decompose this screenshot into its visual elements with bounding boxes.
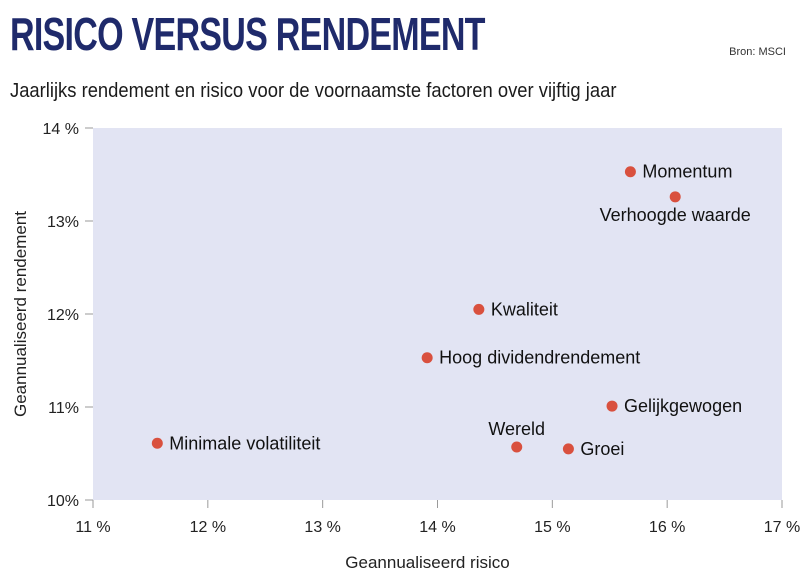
x-axis: 11 % 12 % 13 % 14 % 15 % 16 % 17 % bbox=[75, 500, 800, 536]
data-point-label: Gelijkgewogen bbox=[624, 396, 742, 416]
data-point-label: Minimale volatiliteit bbox=[169, 433, 320, 453]
y-tick-label: 13% bbox=[47, 214, 79, 231]
data-point bbox=[421, 352, 433, 364]
chart-subtitle: Jaarlijks rendement en risico voor de vo… bbox=[10, 80, 617, 102]
x-tick-label: 14 % bbox=[419, 519, 455, 536]
data-point-label: Hoog dividendrendement bbox=[439, 348, 640, 368]
data-point bbox=[669, 191, 681, 203]
x-tick-label: 13 % bbox=[304, 519, 340, 536]
data-point-label: Wereld bbox=[488, 419, 545, 439]
data-point-label: Momentum bbox=[642, 162, 732, 182]
source-note: Bron: MSCI bbox=[729, 46, 786, 58]
data-point bbox=[606, 400, 618, 412]
x-tick-label: 11 % bbox=[75, 519, 110, 536]
x-tick-label: 15 % bbox=[534, 519, 570, 536]
data-point-label: Groei bbox=[580, 439, 624, 459]
y-tick-label: 14 % bbox=[43, 121, 79, 138]
data-points: Momentum Verhoogde waarde Kwaliteit Hoog di… bbox=[151, 162, 751, 459]
y-tick-label: 12% bbox=[47, 307, 79, 324]
chart-title: RISICO VERSUS RENDEMENT bbox=[10, 8, 485, 60]
x-tick-label: 17 % bbox=[764, 519, 800, 536]
data-point bbox=[473, 303, 485, 315]
y-axis: 10% 11% 12% 13% 14 % bbox=[43, 121, 93, 510]
y-axis-title: Geannualiseerd rendement bbox=[11, 211, 30, 417]
x-axis-title: Geannualiseerd risico bbox=[345, 553, 509, 572]
data-point bbox=[511, 441, 523, 453]
plot-area bbox=[93, 128, 782, 500]
y-tick-label: 11% bbox=[48, 400, 79, 417]
data-point bbox=[624, 166, 636, 178]
x-tick-label: 16 % bbox=[649, 519, 685, 536]
data-point bbox=[151, 437, 163, 449]
x-tick-label: 12 % bbox=[190, 519, 226, 536]
data-point bbox=[562, 443, 574, 455]
y-tick-label: 10% bbox=[47, 493, 79, 510]
data-point-label: Kwaliteit bbox=[491, 299, 558, 319]
data-point-label: Verhoogde waarde bbox=[600, 205, 751, 225]
